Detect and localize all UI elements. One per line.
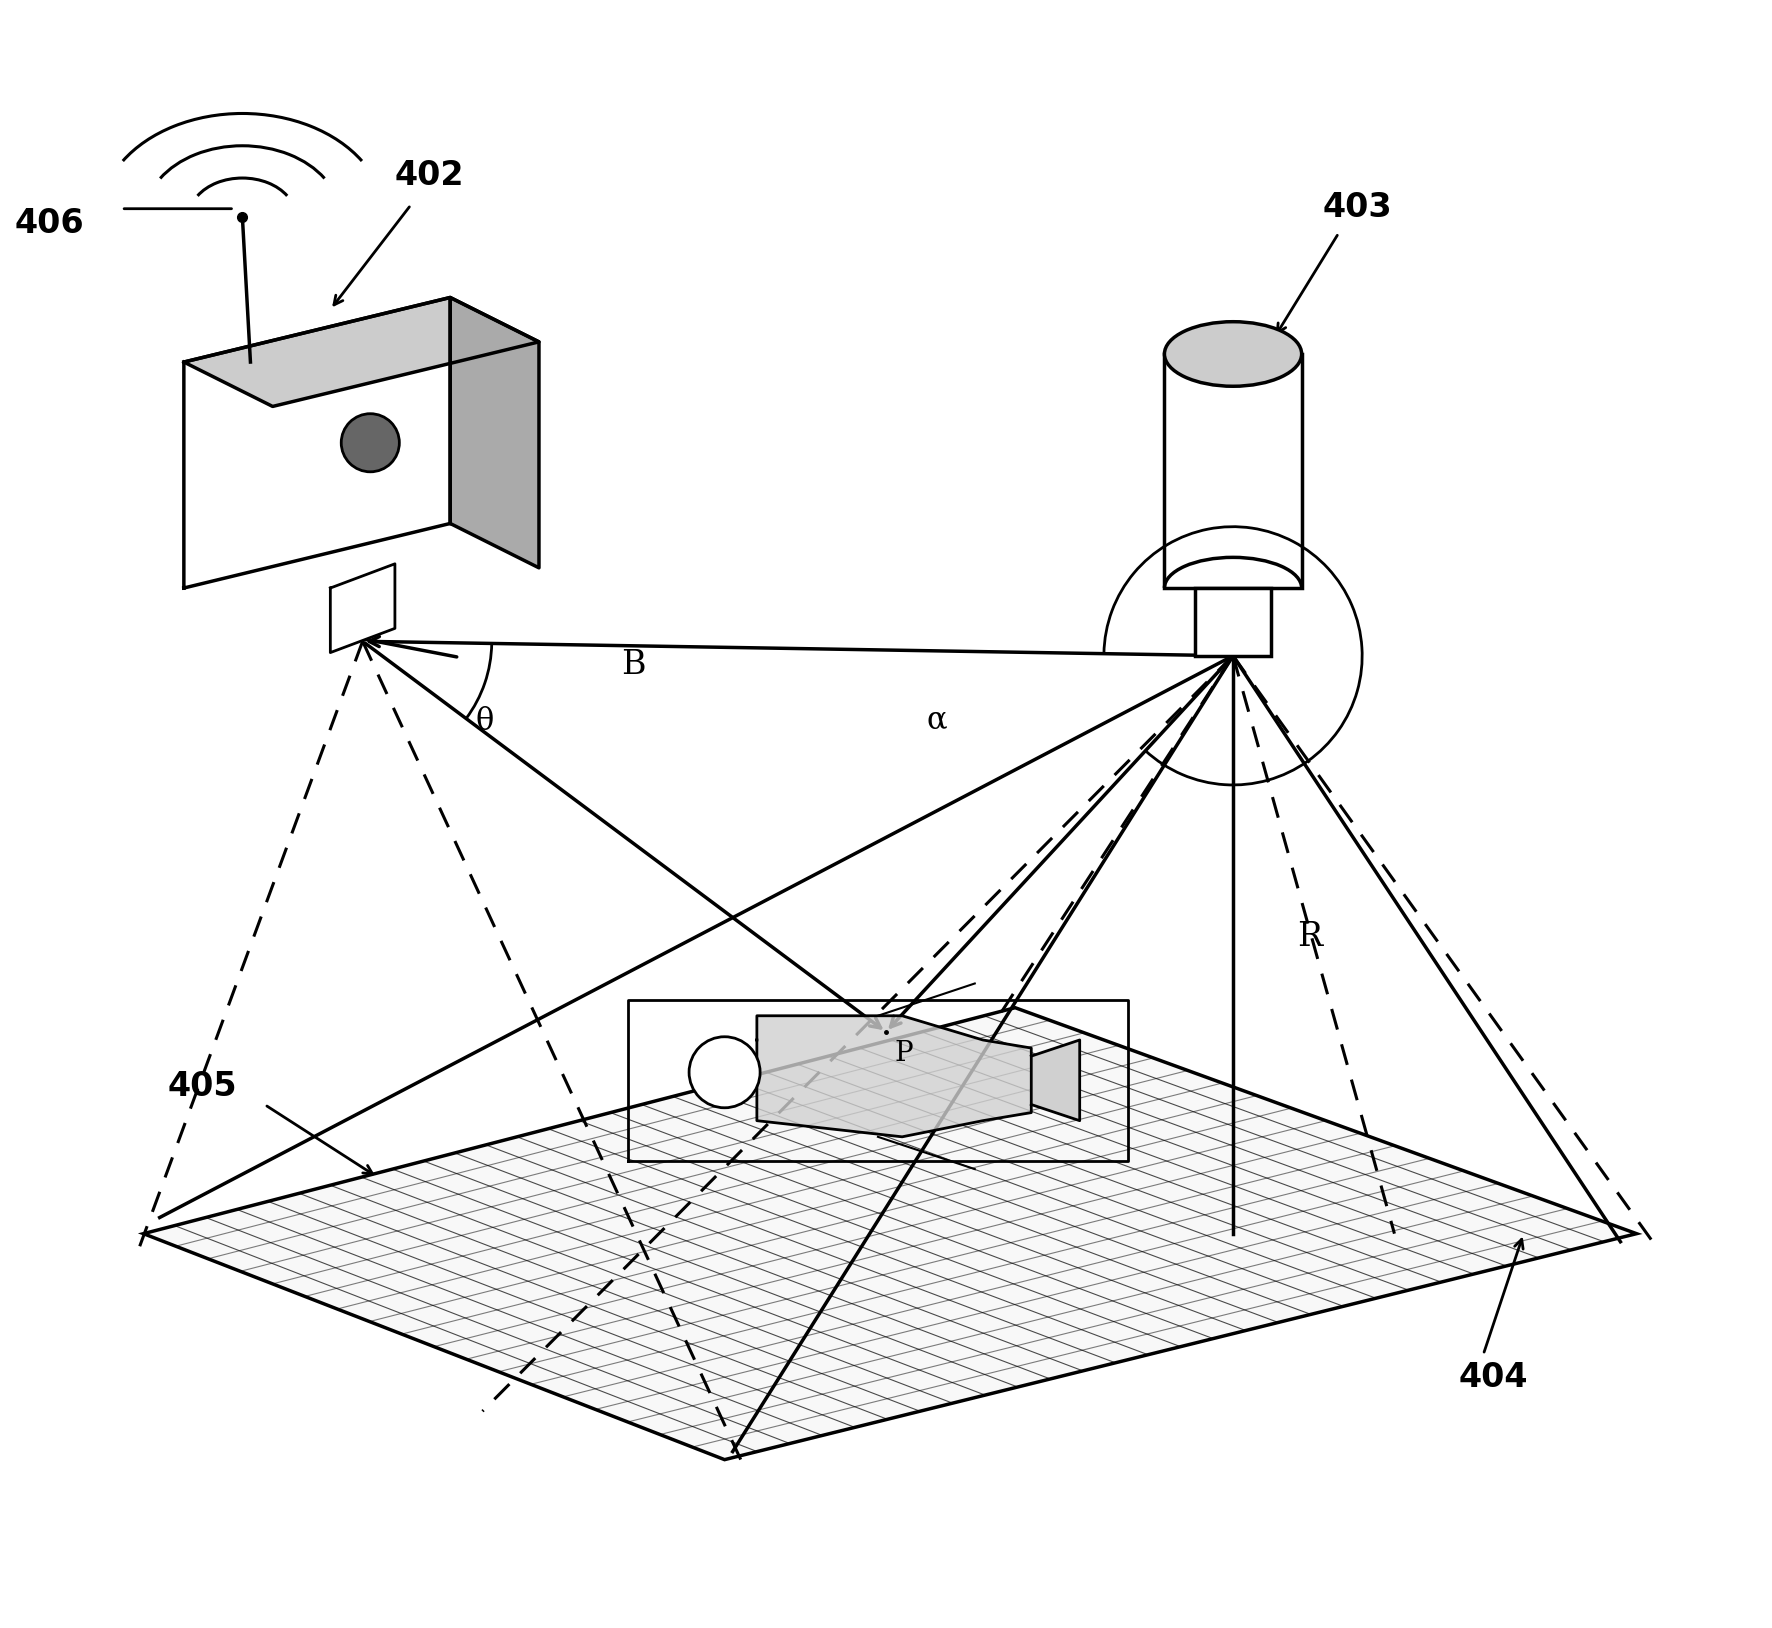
- Ellipse shape: [1164, 322, 1302, 386]
- Polygon shape: [757, 1016, 1031, 1136]
- Text: α: α: [927, 705, 946, 736]
- Text: 405: 405: [168, 1071, 237, 1104]
- Text: 403: 403: [1322, 190, 1393, 223]
- Polygon shape: [144, 1008, 1637, 1460]
- Polygon shape: [330, 563, 395, 653]
- Polygon shape: [1031, 1040, 1079, 1120]
- Polygon shape: [1164, 353, 1302, 588]
- Polygon shape: [450, 298, 539, 568]
- Text: 402: 402: [395, 160, 464, 192]
- Polygon shape: [1194, 588, 1272, 656]
- Text: θ: θ: [475, 707, 494, 737]
- Polygon shape: [184, 298, 539, 407]
- Circle shape: [689, 1037, 760, 1107]
- Text: 404: 404: [1458, 1361, 1529, 1394]
- Polygon shape: [184, 298, 450, 588]
- Text: 406: 406: [14, 207, 83, 239]
- Text: P: P: [895, 1040, 913, 1066]
- Circle shape: [342, 414, 399, 472]
- Text: R: R: [1297, 921, 1322, 954]
- Text: B: B: [620, 648, 645, 681]
